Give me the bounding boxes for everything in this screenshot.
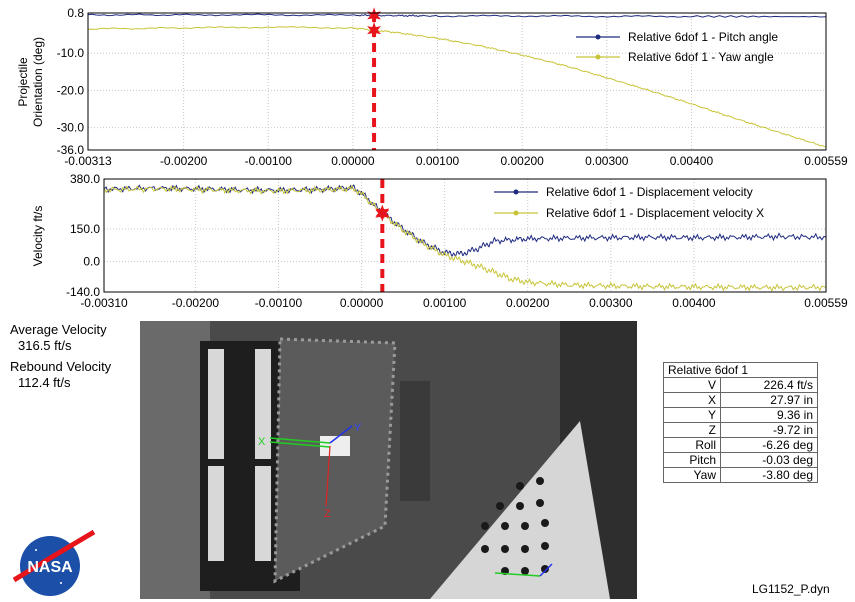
orientation-x-tick-label: 0.00300 bbox=[585, 154, 629, 168]
velocity-y-ticks: 380.0 150.0 0.0 -140.0 bbox=[66, 172, 100, 299]
velocity-series-line-1 bbox=[103, 184, 827, 293]
velocity-x-ticks: -0.00310 -0.00200 -0.00100 0.00000 0.00100 0.… bbox=[80, 296, 848, 310]
orientation-x-tick-label: 0.00000 bbox=[331, 154, 375, 168]
table-row: Z -9.72 in bbox=[663, 422, 818, 438]
file-name-label: LG1152_P.dyn bbox=[752, 582, 830, 596]
orientation-marker-star-1 bbox=[367, 22, 381, 39]
table-key: Z bbox=[663, 422, 721, 438]
velocity-x-tick-label: -0.00200 bbox=[172, 296, 220, 310]
orientation-time-marker bbox=[367, 7, 381, 150]
orientation-y-label-line1: Projectile bbox=[16, 57, 30, 107]
orientation-x-tick-label: 0.00100 bbox=[416, 154, 460, 168]
legend-pitch-marker bbox=[595, 34, 601, 40]
velocity-legend: Relative 6dof 1 - Displacement velocity … bbox=[494, 185, 764, 220]
velocity-x-tick-label: 0.00300 bbox=[589, 296, 633, 310]
average-velocity-value: 316.5 ft/s bbox=[18, 338, 72, 353]
table-value: -3.80 deg bbox=[720, 467, 818, 483]
legend-pitch-label: Relative 6dof 1 - Pitch angle bbox=[628, 30, 778, 44]
table-value: -0.03 deg bbox=[720, 452, 818, 468]
orientation-x-tick-label: 0.00400 bbox=[670, 154, 714, 168]
rebound-velocity-block: Rebound Velocity 112.4 ft/s bbox=[10, 359, 111, 391]
table-value: 9.36 in bbox=[720, 407, 818, 423]
table-value: 27.97 in bbox=[720, 392, 818, 408]
velocity-x-tick-label: -0.00310 bbox=[80, 296, 128, 310]
legend-dispvelx-marker bbox=[513, 210, 519, 216]
photo-axis-y-label: Y bbox=[354, 422, 362, 434]
velocity-time-marker bbox=[375, 179, 390, 292]
photo-axis-x-label: X bbox=[258, 436, 266, 448]
rebound-velocity-value: 112.4 ft/s bbox=[18, 375, 71, 390]
velocity-series bbox=[103, 184, 827, 293]
orientation-y-tick-label: -30.0 bbox=[57, 121, 85, 135]
legend-dispvelx-label: Relative 6dof 1 - Displacement velocity … bbox=[546, 206, 764, 220]
velocity-x-tick-label: 0.00559 bbox=[804, 296, 848, 310]
velocity-marker-star-1 bbox=[375, 205, 390, 222]
legend-yaw-label: Relative 6dof 1 - Yaw angle bbox=[628, 50, 774, 64]
orientation-legend: Relative 6dof 1 - Pitch angle Relative 6… bbox=[576, 30, 778, 64]
table-value: 226.4 ft/s bbox=[720, 377, 818, 393]
orientation-y-tick-label: -20.0 bbox=[57, 83, 85, 97]
orientation-plot-frame bbox=[87, 12, 827, 151]
table-key: Y bbox=[663, 407, 721, 423]
velocity-x-tick-label: 0.00400 bbox=[672, 296, 716, 310]
orientation-x-tick-label: -0.00100 bbox=[245, 154, 293, 168]
orientation-marker-star-0 bbox=[367, 7, 381, 24]
nasa-logo: NASA bbox=[12, 529, 96, 596]
table-key: V bbox=[663, 377, 721, 393]
velocity-y-tick-label: 150.0 bbox=[70, 222, 100, 236]
rebound-velocity-label: Rebound Velocity bbox=[10, 359, 112, 374]
legend-dispvel-marker bbox=[513, 189, 519, 195]
average-velocity-block: Average Velocity 316.5 ft/s bbox=[10, 322, 107, 354]
table-key: Roll bbox=[663, 437, 721, 453]
orientation-series-line-1 bbox=[87, 26, 827, 148]
table-row: V 226.4 ft/s bbox=[663, 377, 818, 393]
orientation-x-tick-label: 0.00559 bbox=[804, 154, 848, 168]
table-row: X 27.97 in bbox=[663, 392, 818, 408]
legend-yaw-marker bbox=[595, 54, 601, 60]
orientation-y-tick-label: 0.8 bbox=[67, 6, 84, 20]
photo-axis-z-label: Z bbox=[324, 508, 331, 520]
orientation-chart: 0.8 -10.0 -20.0 -30.0 -36.0 -0.00313 -0.00200… bbox=[16, 6, 848, 168]
orientation-y-label-line2: Orientation (deg) bbox=[31, 37, 45, 127]
test-photo: X Y Z bbox=[140, 321, 637, 599]
orientation-y-tick-label: -10.0 bbox=[57, 46, 85, 60]
orientation-y-ticks: 0.8 -10.0 -20.0 -30.0 -36.0 bbox=[57, 6, 85, 157]
table-key: X bbox=[663, 392, 721, 408]
orientation-x-tick-label: 0.00200 bbox=[500, 154, 544, 168]
table-title: Relative 6dof 1 bbox=[663, 362, 818, 378]
table-row: Y 9.36 in bbox=[663, 407, 818, 423]
velocity-y-tick-label: 380.0 bbox=[70, 172, 100, 186]
orientation-y-tick-label: -36.0 bbox=[57, 143, 85, 157]
table-row: Pitch -0.03 deg bbox=[663, 452, 818, 468]
nasa-logo-text: NASA bbox=[27, 559, 73, 576]
velocity-plot-frame bbox=[103, 178, 827, 293]
velocity-x-tick-label: 0.00200 bbox=[506, 296, 550, 310]
legend-dispvel-label: Relative 6dof 1 - Displacement velocity bbox=[546, 185, 753, 199]
orientation-x-tick-label: -0.00313 bbox=[64, 154, 112, 168]
table-value: -6.26 deg bbox=[720, 437, 818, 453]
velocity-y-label: Velocity ft/s bbox=[31, 206, 45, 267]
orientation-x-tick-label: -0.00200 bbox=[160, 154, 208, 168]
velocity-x-tick-label: 0.00000 bbox=[340, 296, 384, 310]
table-value: -9.72 in bbox=[720, 422, 818, 438]
velocity-series-line-0 bbox=[103, 184, 827, 257]
table-key: Yaw bbox=[663, 467, 721, 483]
orientation-x-ticks: -0.00313 -0.00200 -0.00100 0.00000 0.00100 0.… bbox=[64, 154, 848, 168]
velocity-y-tick-label: 0.0 bbox=[83, 255, 100, 269]
orientation-series bbox=[87, 13, 827, 148]
table-row: Roll -6.26 deg bbox=[663, 437, 818, 453]
average-velocity-label: Average Velocity bbox=[10, 322, 107, 337]
table-row: Yaw -3.80 deg bbox=[663, 467, 818, 483]
orientation-series-line-0 bbox=[87, 13, 827, 18]
table-key: Pitch bbox=[663, 452, 721, 468]
velocity-y-tick-label: -140.0 bbox=[66, 285, 100, 299]
velocity-x-tick-label: -0.00100 bbox=[255, 296, 303, 310]
velocity-x-tick-label: 0.00100 bbox=[423, 296, 467, 310]
